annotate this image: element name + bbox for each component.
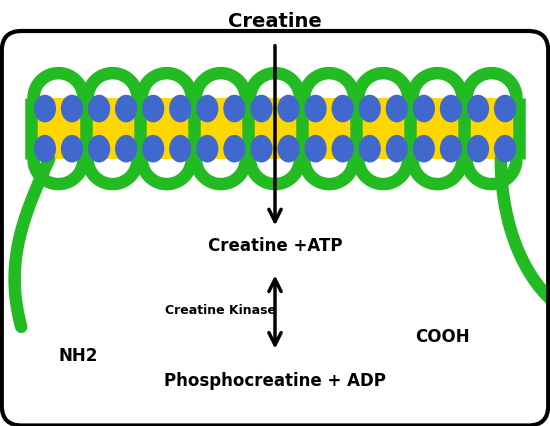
FancyBboxPatch shape [2, 31, 548, 426]
Ellipse shape [386, 95, 408, 122]
Ellipse shape [277, 135, 300, 162]
Ellipse shape [250, 135, 273, 162]
Ellipse shape [34, 95, 56, 122]
Text: Phosphocreatine + ADP: Phosphocreatine + ADP [164, 372, 386, 390]
Ellipse shape [115, 95, 138, 122]
Ellipse shape [277, 95, 300, 122]
Ellipse shape [359, 95, 381, 122]
Text: NH2: NH2 [58, 348, 97, 366]
Ellipse shape [359, 135, 381, 162]
Ellipse shape [305, 135, 327, 162]
Ellipse shape [467, 95, 489, 122]
Ellipse shape [142, 135, 164, 162]
Ellipse shape [169, 135, 191, 162]
Ellipse shape [386, 135, 408, 162]
Ellipse shape [196, 135, 218, 162]
Ellipse shape [61, 135, 83, 162]
Ellipse shape [332, 135, 354, 162]
Ellipse shape [223, 135, 245, 162]
Ellipse shape [494, 95, 516, 122]
Ellipse shape [250, 95, 273, 122]
Text: Creatine: Creatine [228, 12, 322, 31]
Ellipse shape [61, 95, 83, 122]
Ellipse shape [142, 95, 164, 122]
Text: Creatine +ATP: Creatine +ATP [208, 237, 342, 255]
Ellipse shape [332, 95, 354, 122]
Text: Creatine Kinase: Creatine Kinase [165, 304, 276, 317]
Ellipse shape [412, 95, 435, 122]
Ellipse shape [494, 135, 516, 162]
Ellipse shape [88, 95, 110, 122]
Ellipse shape [467, 135, 489, 162]
Ellipse shape [115, 135, 138, 162]
Ellipse shape [223, 95, 245, 122]
Ellipse shape [305, 95, 327, 122]
Text: COOH: COOH [415, 328, 470, 346]
Ellipse shape [88, 135, 110, 162]
Bar [31, 98, 519, 159]
Ellipse shape [169, 95, 191, 122]
Ellipse shape [440, 95, 462, 122]
Ellipse shape [440, 135, 462, 162]
Ellipse shape [412, 135, 435, 162]
Ellipse shape [34, 135, 56, 162]
Ellipse shape [196, 95, 218, 122]
